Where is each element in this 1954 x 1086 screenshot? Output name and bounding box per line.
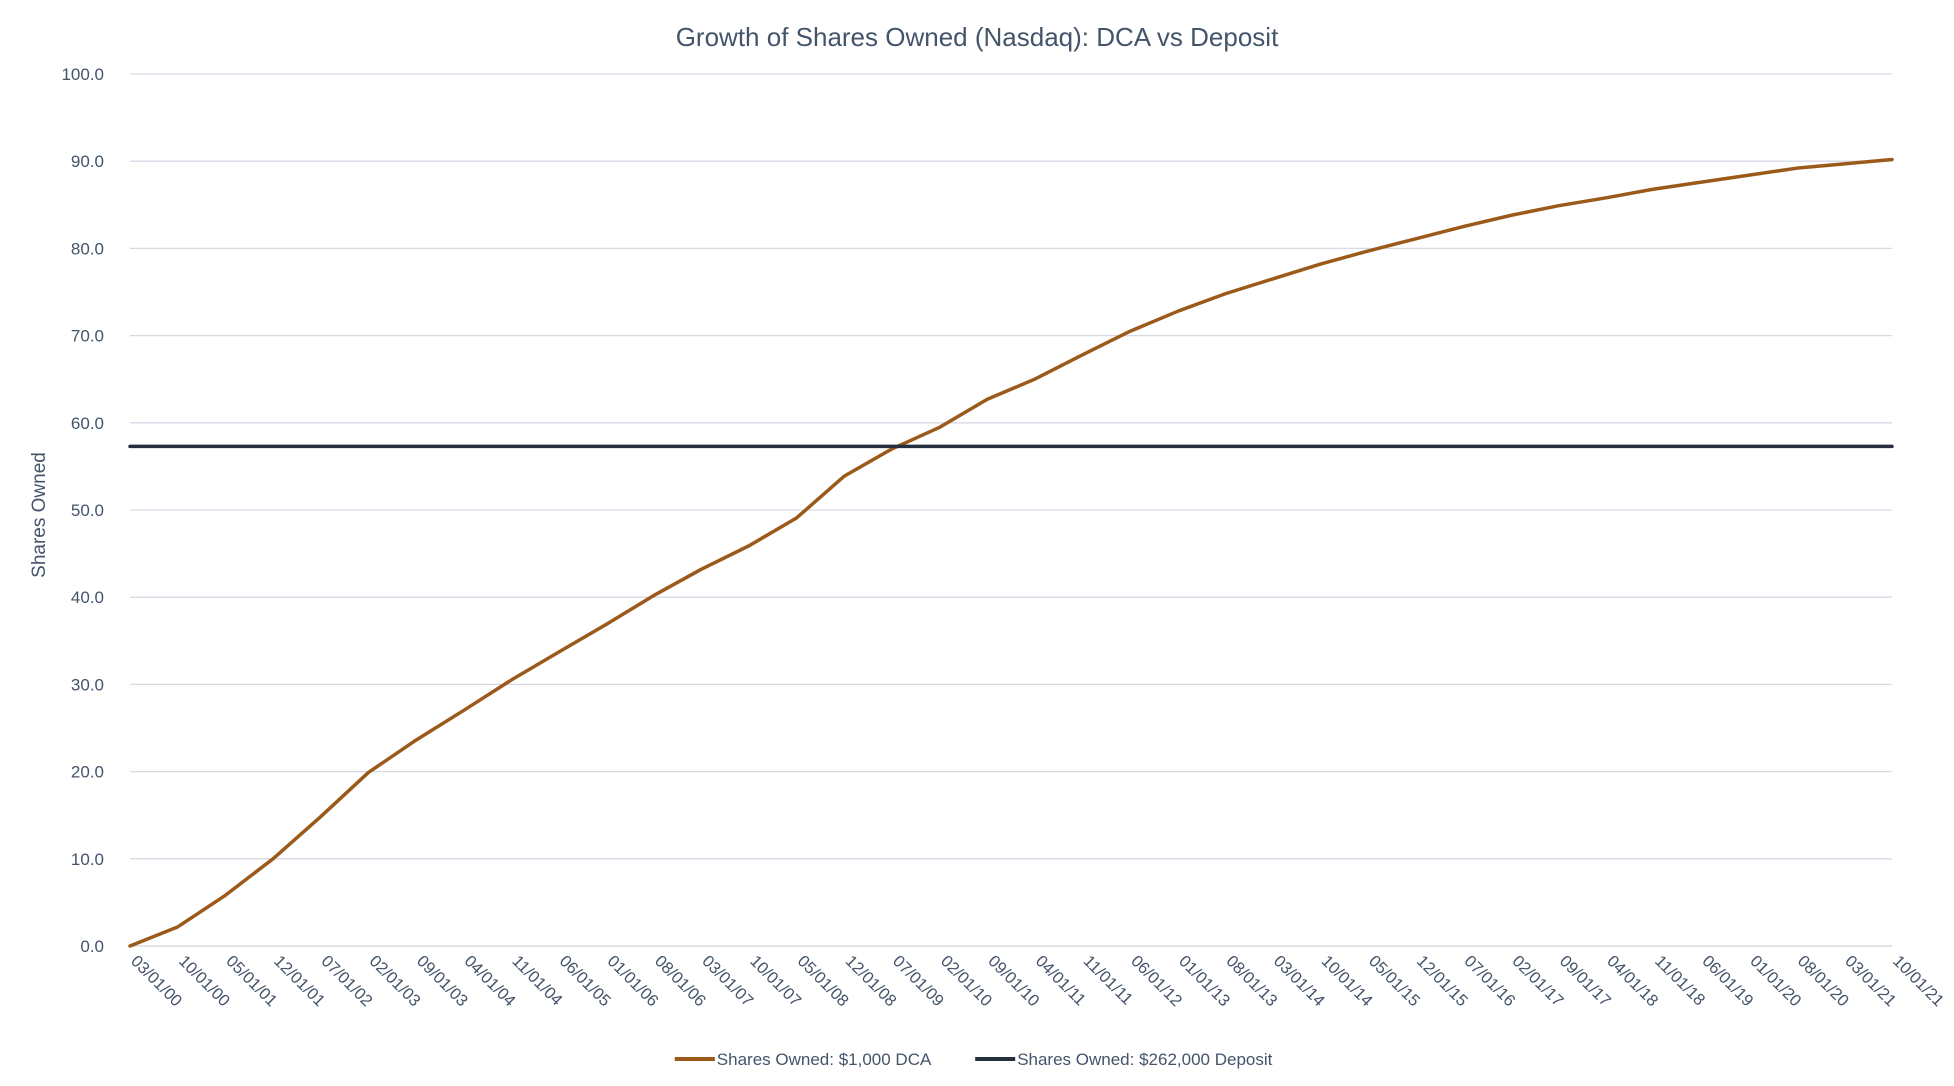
y-tick-label: 70.0 (71, 327, 104, 346)
y-tick-label: 0.0 (80, 937, 104, 956)
chart-title: Growth of Shares Owned (Nasdaq): DCA vs … (676, 22, 1279, 52)
y-tick-label: 60.0 (71, 414, 104, 433)
legend-label: Shares Owned: $1,000 DCA (717, 1050, 932, 1069)
series-lines (128, 157, 1894, 948)
y-tick-label: 50.0 (71, 501, 104, 520)
legend-label: Shares Owned: $262,000 Deposit (1017, 1050, 1272, 1069)
gridlines (130, 73, 1892, 947)
y-tick-label: 20.0 (71, 763, 104, 782)
y-tick-label: 100.0 (61, 65, 104, 84)
y-axis-label: Shares Owned (29, 452, 50, 578)
y-tick-label: 80.0 (71, 239, 104, 258)
series-line-dca (128, 157, 1894, 948)
y-tick-label: 10.0 (71, 850, 104, 869)
legend: Shares Owned: $1,000 DCA Shares Owned: $2… (674, 1050, 1273, 1069)
y-axis-ticks: 0.0 10.0 20.0 30.0 40.0 50.0 60.0 70.0 80.0 90.0 1… (61, 65, 104, 956)
y-tick-label: 30.0 (71, 675, 104, 694)
y-tick-label: 90.0 (71, 152, 104, 171)
y-tick-label: 40.0 (71, 588, 104, 607)
